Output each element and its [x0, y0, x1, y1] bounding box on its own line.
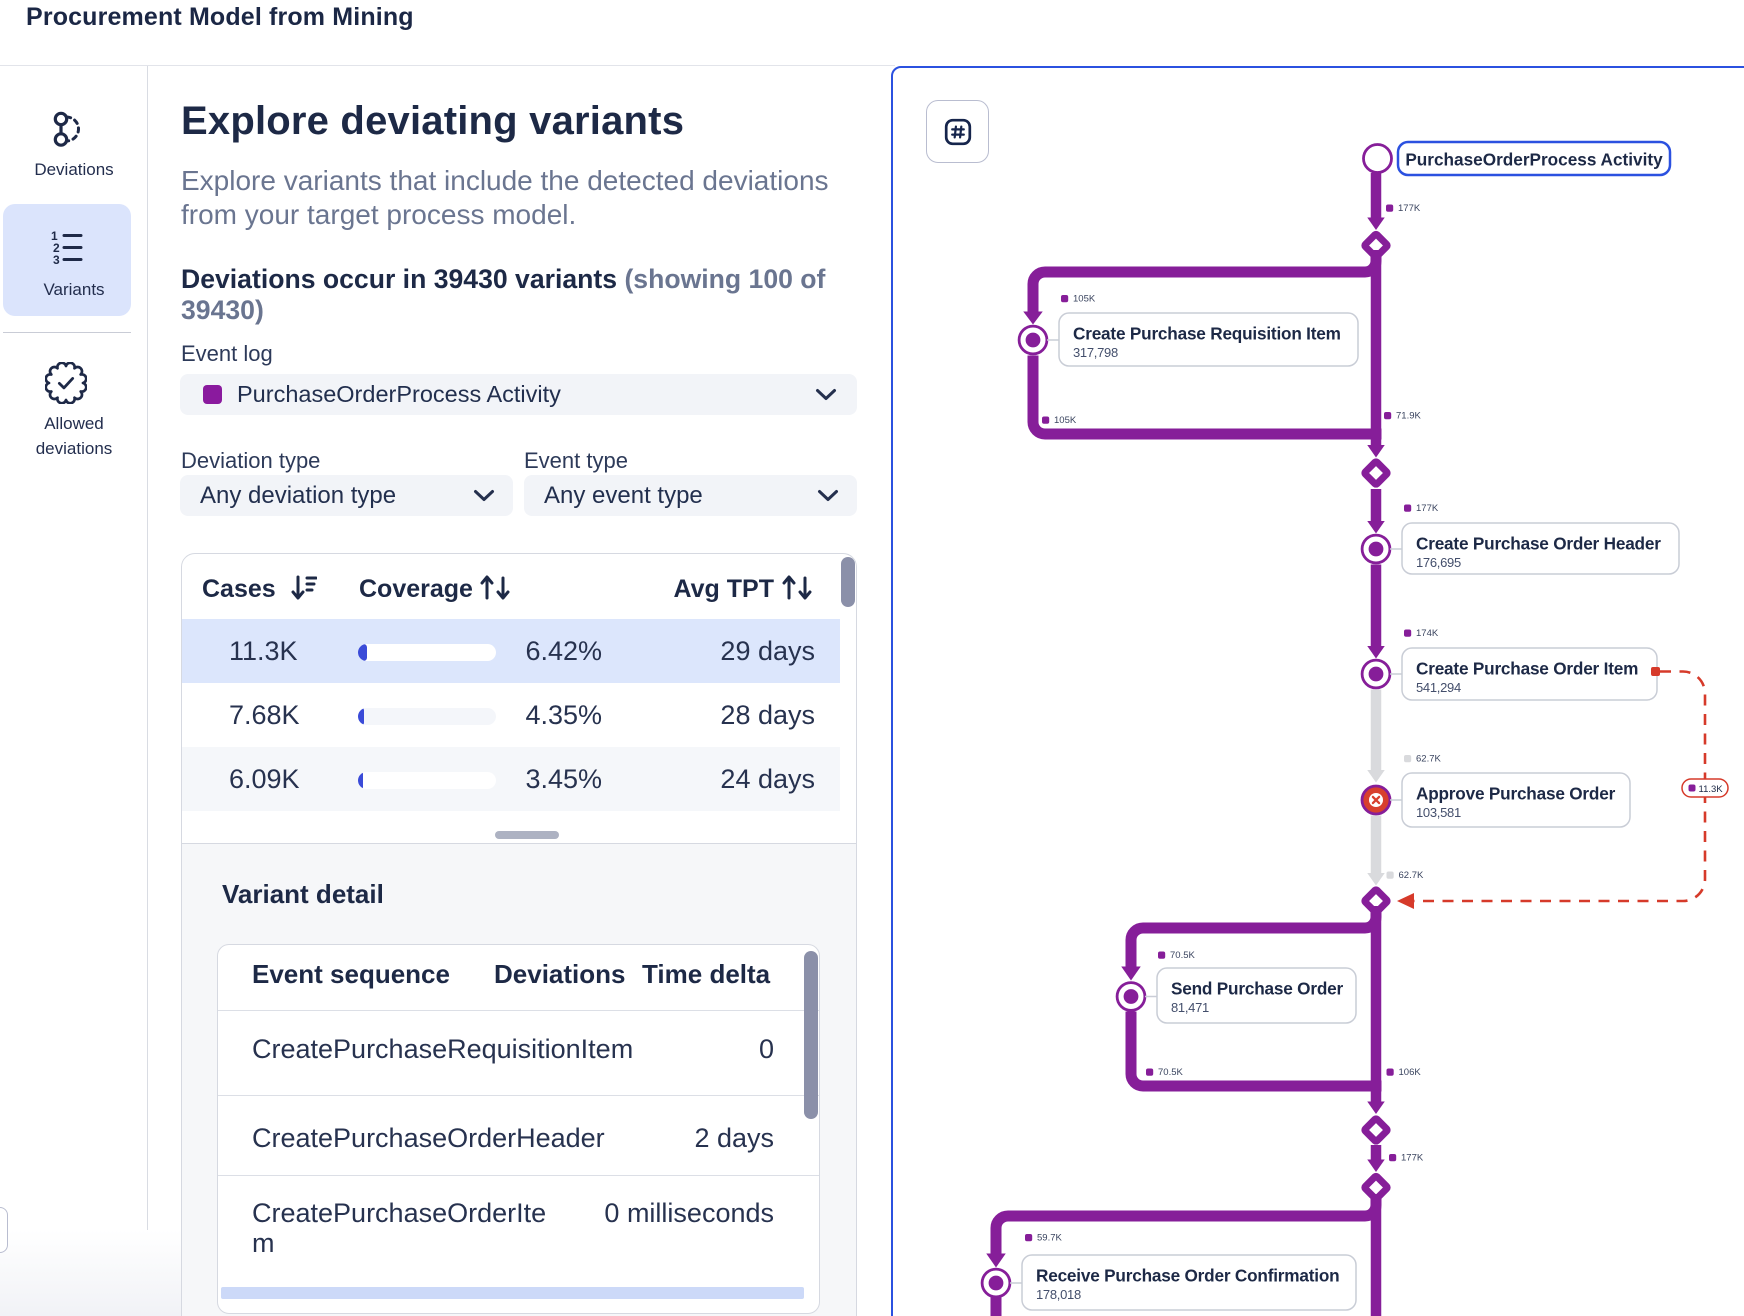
svg-text:81,471: 81,471: [1171, 1000, 1209, 1015]
svg-text:177K: 177K: [1398, 203, 1421, 214]
svg-text:2: 2: [53, 241, 60, 255]
svg-text:Send Purchase Order: Send Purchase Order: [1171, 979, 1343, 999]
svg-text:70.5K: 70.5K: [1170, 950, 1195, 961]
svg-text:177K: 177K: [1401, 1153, 1424, 1164]
svg-text:11.3K: 11.3K: [1699, 784, 1724, 795]
svg-text:62.7K: 62.7K: [1416, 754, 1441, 765]
svg-text:Create Purchase Order Item: Create Purchase Order Item: [1416, 659, 1638, 679]
svg-text:Create Purchase Order Header: Create Purchase Order Header: [1416, 534, 1661, 554]
svg-text:Approve Purchase Order: Approve Purchase Order: [1416, 784, 1616, 804]
svg-text:62.7K: 62.7K: [1399, 870, 1424, 881]
svg-text:1: 1: [51, 230, 58, 243]
svg-text:317,798: 317,798: [1073, 345, 1118, 360]
svg-text:106K: 106K: [1399, 1067, 1422, 1078]
svg-text:174K: 174K: [1416, 628, 1439, 639]
svg-text:176,695: 176,695: [1416, 555, 1461, 570]
svg-text:3: 3: [53, 253, 60, 266]
svg-text:105K: 105K: [1054, 415, 1077, 426]
svg-text:PurchaseOrderProcess Activity: PurchaseOrderProcess Activity: [1405, 150, 1663, 170]
svg-text:541,294: 541,294: [1416, 680, 1461, 695]
svg-text:Create Purchase Requisition It: Create Purchase Requisition Item: [1073, 324, 1341, 344]
svg-text:178,018: 178,018: [1036, 1287, 1081, 1302]
svg-text:59.7K: 59.7K: [1037, 1233, 1062, 1244]
svg-text:177K: 177K: [1416, 503, 1439, 514]
svg-text:71.9K: 71.9K: [1396, 411, 1421, 422]
svg-text:105K: 105K: [1073, 294, 1096, 305]
svg-text:Receive Purchase Order Confirm: Receive Purchase Order Confirmation: [1036, 1266, 1339, 1286]
svg-text:103,581: 103,581: [1416, 805, 1461, 820]
svg-text:70.5K: 70.5K: [1158, 1067, 1183, 1078]
